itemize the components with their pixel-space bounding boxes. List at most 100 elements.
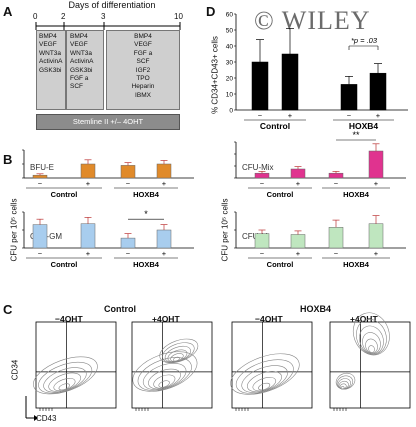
bfu-group-label-0: Control — [51, 190, 78, 199]
m-minus-1: − — [334, 249, 339, 258]
mix-sig-star: ** — [352, 130, 360, 140]
reagent-box1-4: GSK3bi — [39, 66, 62, 74]
contour-control-plus-1-5 — [162, 342, 195, 363]
d-ytick-label-5: 50 — [226, 28, 234, 35]
reagent-box3-2: FGF a — [133, 49, 153, 57]
contour-hoxb4-plus-0-4 — [359, 325, 384, 355]
reagent-box2-0: BMP4 — [70, 33, 88, 40]
gm-minus-1: − — [126, 249, 131, 258]
m-plus-1: + — [374, 249, 379, 258]
reagent-box3-5: TPO — [136, 75, 150, 83]
contour-control-plus-0-4 — [142, 362, 187, 391]
contour-control-plus-0-5 — [137, 357, 192, 391]
bfu-plus-1: + — [162, 179, 167, 188]
panel-a-label: A — [3, 4, 13, 19]
contour-hoxb4-plus-0-3 — [362, 332, 381, 354]
d-pvalue: *p = .03 — [351, 36, 378, 45]
bfu-e-label: BFU-E — [30, 163, 54, 172]
reagent-box2-4: GSK3bi — [70, 66, 93, 74]
reagent-box2-5: FGF a — [70, 75, 89, 83]
d-plus-1: + — [376, 111, 381, 120]
reagent-box2-3: ActivinA — [70, 58, 94, 66]
flow-plot-control-plus — [131, 321, 213, 409]
panel-d-label: D — [206, 4, 216, 19]
flow-plot-hoxb4-minus — [231, 321, 313, 409]
contour-control-plus-0-3 — [148, 368, 181, 390]
tick-label-0: 0 — [33, 12, 38, 21]
d-group-label-0: Control — [260, 121, 290, 131]
flow-plot-hoxb4-plus — [329, 321, 411, 409]
reagent-box1-1: VEGF — [39, 41, 57, 49]
contour-hoxb4-plus-0-5 — [356, 319, 387, 355]
reagent-box2-2: WNT3a — [70, 49, 93, 57]
d-minus-1: − — [347, 111, 352, 120]
contour-control-minus-0-6 — [33, 356, 98, 395]
c-hoxb4-minus-label: −4OHT — [255, 314, 283, 324]
c-cd43-axis-label: CD43 — [36, 414, 57, 423]
contour-hoxb4-plus-0-1 — [368, 345, 375, 353]
contour-hoxb4-plus-1-6 — [335, 372, 356, 390]
gm-group-label-0: Control — [51, 260, 78, 269]
c-hoxb4-plus-label: +4OHT — [350, 314, 378, 324]
contour-hoxb4-minus-0-6 — [230, 353, 300, 395]
reagent-box3-4: IGF2 — [135, 66, 151, 74]
d-ytick-label-6: 60 — [226, 12, 234, 19]
panel-c-label: C — [3, 302, 13, 317]
contour-hoxb4-minus-0-3 — [246, 371, 282, 393]
contour-control-plus-0-2 — [153, 374, 176, 389]
mix-group-label-1: HOXB4 — [343, 190, 370, 199]
panel-b-label: B — [3, 152, 13, 167]
contour-control-minus-0-3 — [48, 372, 82, 392]
reagent-box1-0: BMP4 — [39, 33, 57, 40]
contour-control-minus-0-2 — [53, 378, 76, 391]
d-ytick-label-3: 30 — [226, 60, 234, 67]
contour-control-plus-0-1 — [158, 380, 170, 388]
contour-control-plus-1-2 — [170, 353, 184, 362]
contour-hoxb4-minus-0-5 — [235, 359, 294, 394]
mix-plus-0: + — [296, 179, 301, 188]
mix-plus-1: + — [374, 179, 379, 188]
reagent-box2-6: SCF — [70, 83, 83, 91]
contour-control-plus-0-6 — [132, 351, 198, 392]
contour-hoxb4-minus-0-4 — [241, 365, 288, 393]
d-ytick-label-1: 10 — [226, 92, 234, 99]
contour-control-plus-1-3 — [167, 349, 188, 363]
contour-control-plus-1-4 — [164, 345, 191, 363]
panel-b-charts: − +Control− +HOXB4− +Control− +HOXB4− +Contro… — [22, 130, 406, 269]
mix-group-label-0: Control — [267, 190, 294, 199]
m-group-label-0: Control — [267, 260, 294, 269]
timeline-axis — [35, 22, 181, 30]
bfu-plus-0: + — [86, 179, 91, 188]
c-control-plus-label: +4OHT — [152, 314, 180, 324]
media-box-day2: BMP4 VEGF WNT3a ActivinA GSK3bi FGF a SCF — [66, 30, 104, 110]
bfu-group-label-1: HOXB4 — [133, 190, 160, 199]
d-ytick-label-4: 40 — [226, 44, 234, 51]
tick-label-3: 3 — [101, 12, 106, 21]
wiley-watermark: © WILEY — [254, 6, 371, 35]
reagent-box1-2: WNT3a — [39, 49, 62, 57]
reagent-box1-3: ActivinA — [39, 58, 63, 66]
reagent-box3-0: BMP4 — [134, 33, 152, 40]
m-plus-0: + — [296, 249, 301, 258]
cfu-mix-label: CFU-Mix — [242, 163, 274, 172]
gm-plus-0: + — [86, 249, 91, 258]
contour-hoxb4-minus-0-2 — [252, 377, 277, 392]
mix-minus-0: − — [260, 179, 265, 188]
stemline-bar: Stemline II +/– 4OHT — [36, 114, 180, 130]
reagent-box3-6: Heparin — [131, 83, 155, 91]
contour-control-minus-0-5 — [38, 361, 93, 394]
gm-group-label-1: HOXB4 — [133, 260, 160, 269]
d-ytick-label-0: 0 — [229, 108, 233, 115]
contour-control-minus-0-1 — [58, 383, 70, 391]
mix-minus-1: − — [334, 179, 339, 188]
contour-control-plus-1-6 — [159, 338, 199, 364]
d-minus-0: − — [258, 111, 263, 120]
timeline-title: Days of differentiation — [68, 0, 156, 10]
m-group-label-1: HOXB4 — [343, 260, 370, 269]
d-plus-0: + — [288, 111, 293, 120]
reagent-box2-1: VEGF — [70, 41, 88, 49]
gm-plus-1: + — [162, 249, 167, 258]
